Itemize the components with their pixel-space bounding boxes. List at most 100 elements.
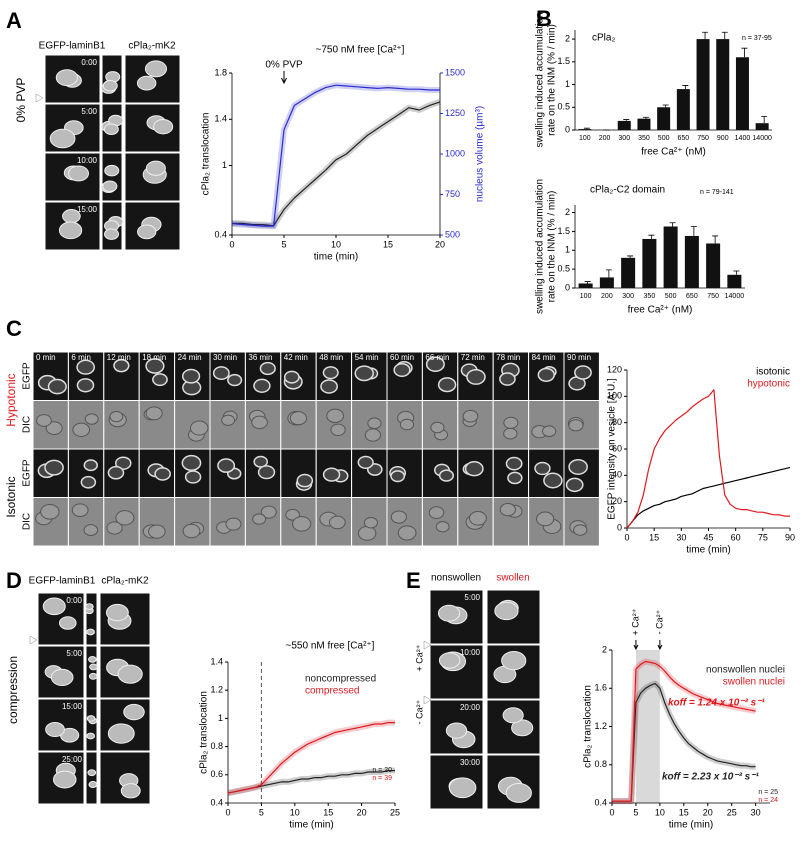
time-label: 25:00 [62, 755, 83, 764]
cell [212, 366, 230, 380]
cell [397, 525, 417, 541]
cell [574, 365, 592, 380]
bar [696, 39, 710, 130]
arrow [423, 640, 432, 650]
cell [296, 473, 314, 488]
cell [499, 372, 516, 386]
y-axis-label: rate on the INM (% / min) [547, 24, 558, 136]
cell [76, 378, 95, 393]
cell [184, 470, 202, 484]
cell [88, 781, 98, 788]
cell [565, 477, 584, 493]
x-tick-label: 300 [622, 293, 634, 300]
cell [537, 367, 555, 382]
micrograph [67, 497, 105, 547]
cell [283, 370, 300, 384]
x-tick-label: 15 [649, 532, 659, 542]
cell [58, 221, 83, 240]
y-tick-label: 80 [612, 417, 622, 427]
x-tick-label: 10 [655, 807, 665, 817]
cell [49, 128, 76, 149]
x-tick-label: 0 [229, 239, 234, 249]
y-tick-label: 1.2 [594, 721, 607, 731]
cell [511, 719, 534, 737]
cell [503, 416, 519, 429]
cell [448, 777, 477, 799]
y-tick-label: 1.2 [210, 685, 223, 695]
bar [735, 57, 749, 130]
line [232, 101, 441, 227]
cell [259, 361, 276, 376]
cell [503, 427, 518, 440]
cell [145, 160, 166, 176]
micrograph [280, 448, 317, 498]
micrograph [85, 592, 98, 646]
cell [357, 525, 377, 541]
error-bar [583, 127, 590, 130]
cell [499, 503, 516, 517]
y-tick-label: 1 [222, 160, 227, 170]
y-tick-label: 100 [607, 391, 622, 401]
x-tick-label: 5 [633, 807, 638, 817]
cell [542, 425, 557, 437]
cell [114, 456, 132, 470]
cell [322, 366, 339, 380]
x-tick-label: 900 [717, 135, 729, 142]
cell [45, 421, 63, 436]
cell [257, 465, 276, 480]
error-bar [623, 119, 630, 121]
x-tick-label: 0 [609, 807, 614, 817]
y-axis-label: cPla₂ translocation [199, 691, 210, 774]
cell [83, 459, 99, 472]
cell [55, 69, 78, 87]
micrograph [457, 400, 494, 450]
chart-title: ~550 nM free [Ca²⁺] [286, 641, 375, 652]
x-tick-label: 15 [383, 239, 393, 249]
bar [642, 238, 657, 288]
bar [716, 39, 730, 130]
cell [357, 455, 374, 470]
panel-label: E [406, 568, 421, 593]
n-note: n = 79-141 [700, 189, 734, 196]
panel-label: A [6, 8, 22, 33]
cell [330, 423, 346, 437]
y-tick-label: 0 [617, 522, 622, 532]
x-tick-label: 20 [357, 807, 367, 817]
time-label: 0:00 [66, 596, 82, 605]
cell [144, 60, 168, 78]
x-tick-label: 45 [703, 532, 713, 542]
y-tick-label: 40 [612, 470, 622, 480]
cell [113, 359, 130, 373]
cell [102, 180, 118, 192]
error-bar [605, 269, 612, 278]
y-tick-label: 1 [565, 245, 570, 255]
error-bar [627, 255, 634, 258]
micrograph [85, 645, 98, 699]
condition-label: 0% PVP [14, 78, 28, 123]
cell [462, 409, 479, 423]
y-tick-label: 0.6 [210, 769, 223, 779]
rate-label: koff = 1.24 x 10⁻³ s⁻¹ [668, 698, 765, 709]
cell [103, 123, 119, 135]
channel-label: EGFP [22, 362, 33, 390]
y-tick-label: 120 [607, 364, 622, 374]
y-tick-label: 1 [218, 713, 223, 723]
cell [535, 511, 555, 527]
time-label: 60 min [390, 353, 414, 362]
cell [107, 723, 135, 744]
shaded-region [635, 650, 660, 803]
cell [425, 356, 445, 372]
cell [86, 715, 96, 722]
time-label: 0:00 [81, 58, 97, 67]
line [231, 84, 440, 227]
cell [76, 359, 96, 375]
cell [36, 414, 52, 427]
y-tick-label: 0.8 [210, 741, 223, 751]
legend-entry: hypotonic [747, 379, 790, 390]
time-label: 5:00 [81, 107, 97, 116]
y2-tick-label: 750 [445, 189, 460, 199]
x-tick-label: 300 [618, 135, 630, 142]
x-axis-label: time (min) [289, 820, 333, 831]
x-tick-label: 10 [331, 239, 341, 249]
n-note: n = 20 [372, 767, 392, 774]
